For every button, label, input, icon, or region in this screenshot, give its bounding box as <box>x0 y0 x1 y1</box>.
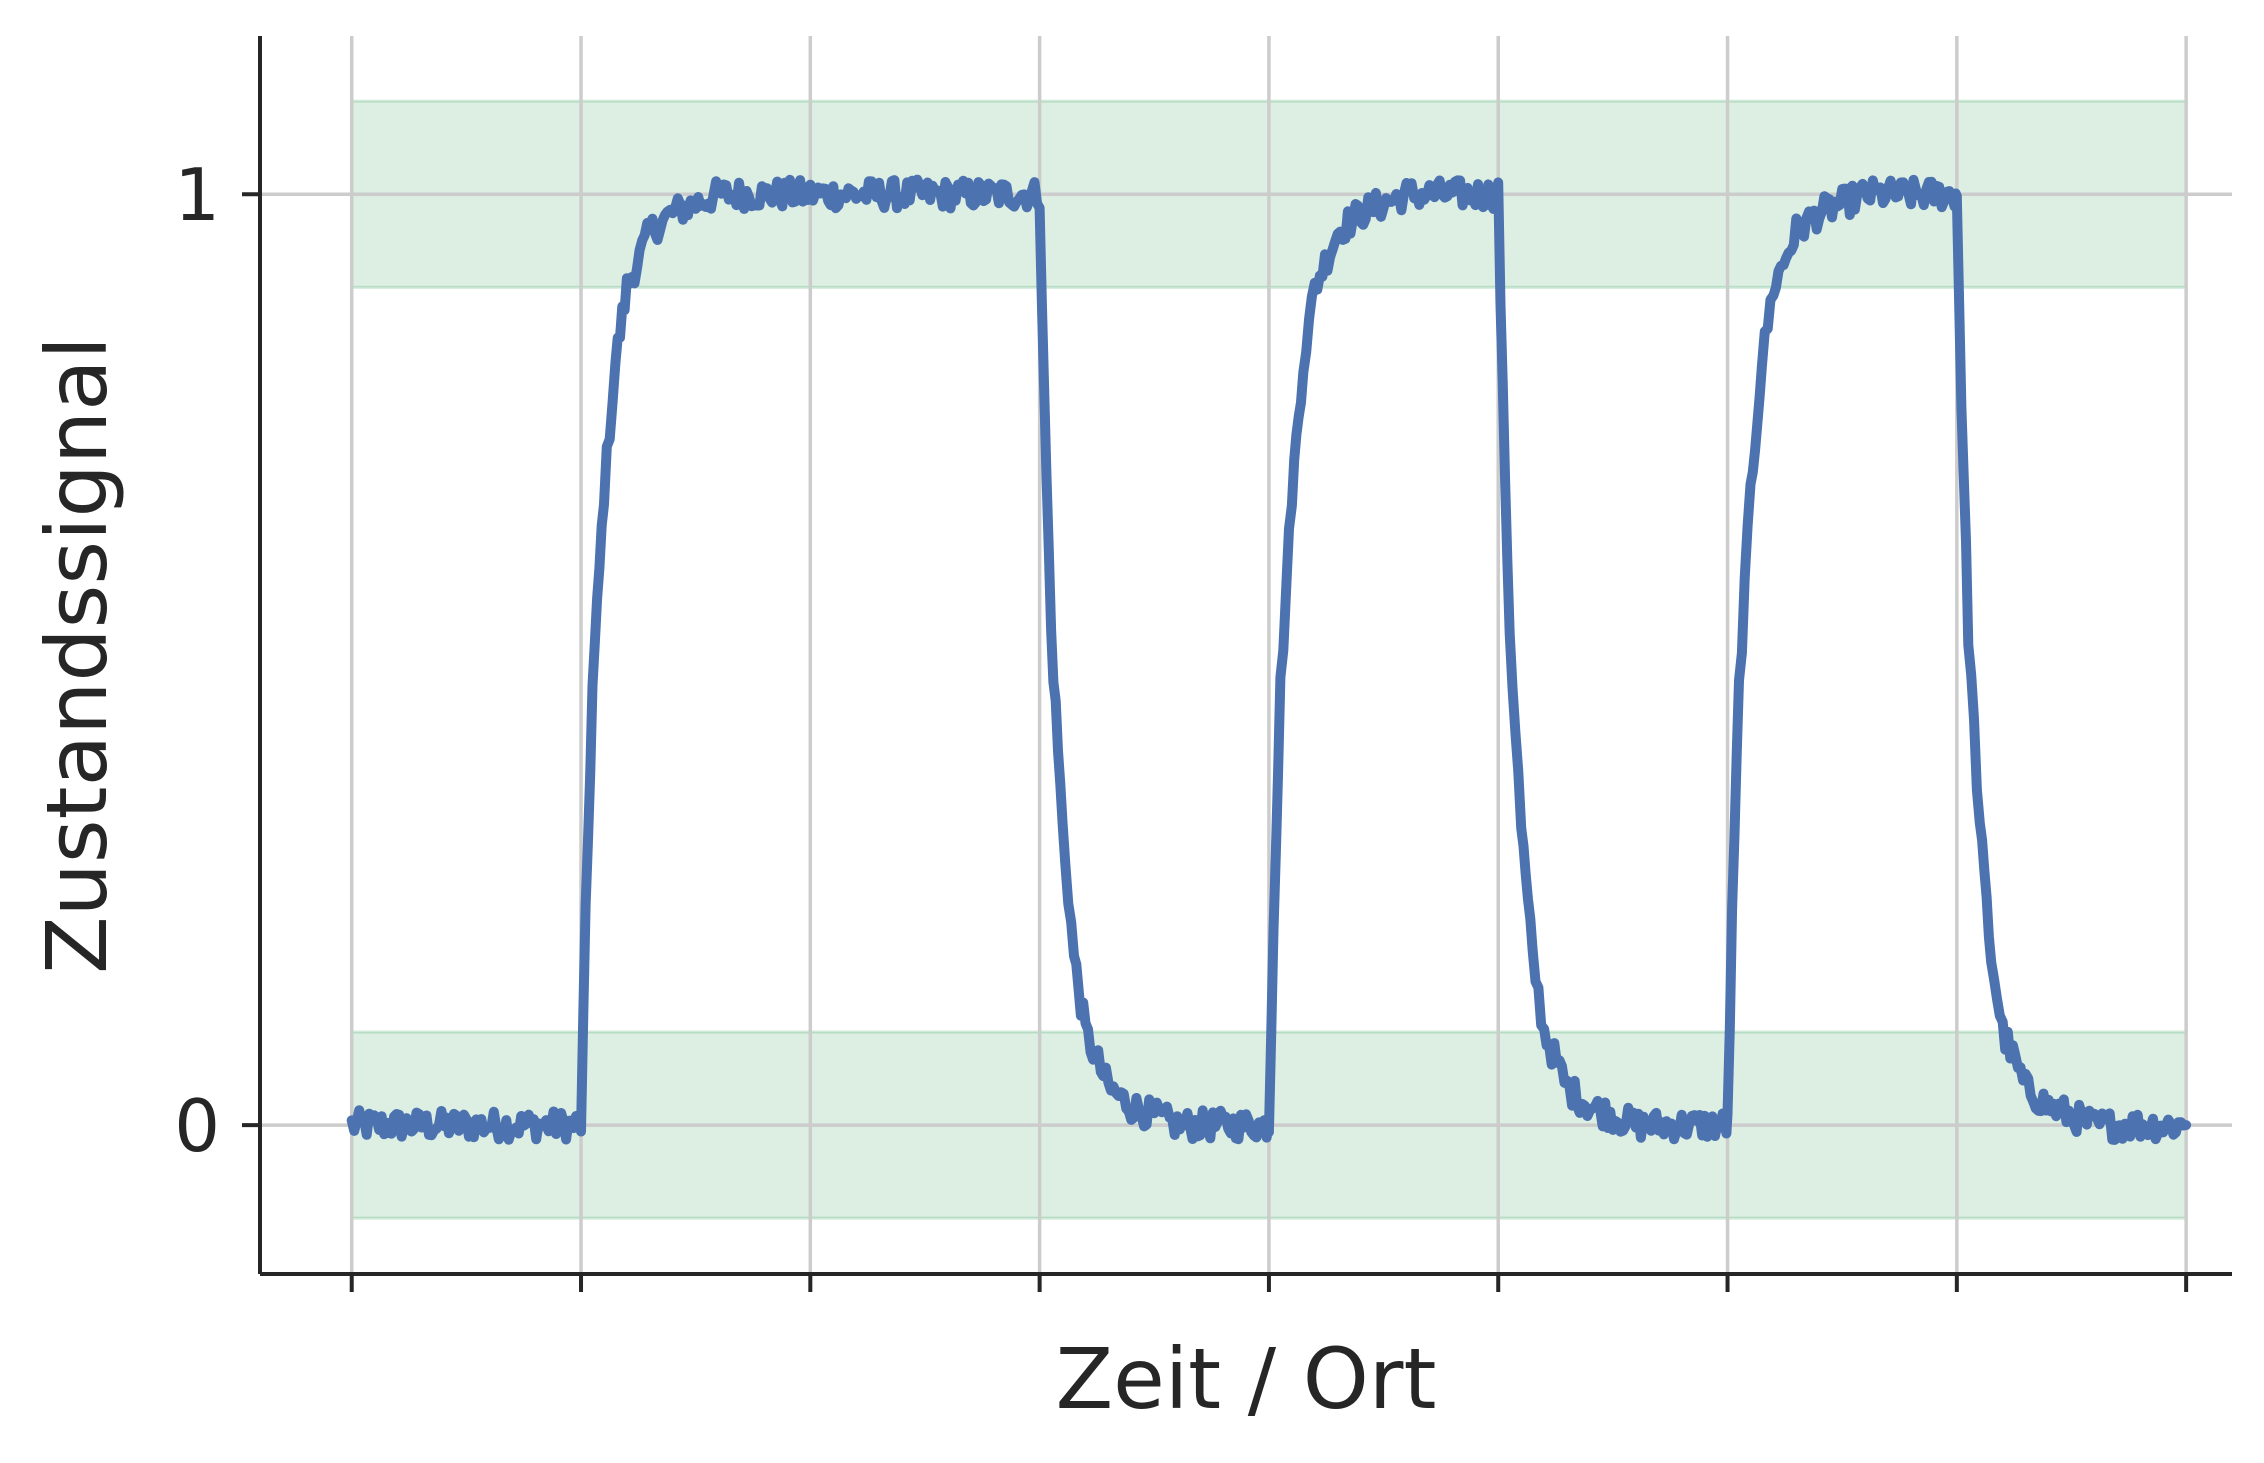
y-tick-label-1: 1 <box>174 153 220 237</box>
axes <box>258 36 2232 1276</box>
tick-marks <box>242 192 2189 1292</box>
tick-labels: 01 <box>174 153 220 1168</box>
y-tick-label-0: 0 <box>174 1084 220 1168</box>
y-axis-label: Zustandssignal <box>28 336 126 974</box>
x-axis-label: Zeit / Ort <box>1056 1330 1437 1428</box>
signal-series-line-0 <box>346 174 2192 1145</box>
series-layer <box>346 174 2192 1145</box>
